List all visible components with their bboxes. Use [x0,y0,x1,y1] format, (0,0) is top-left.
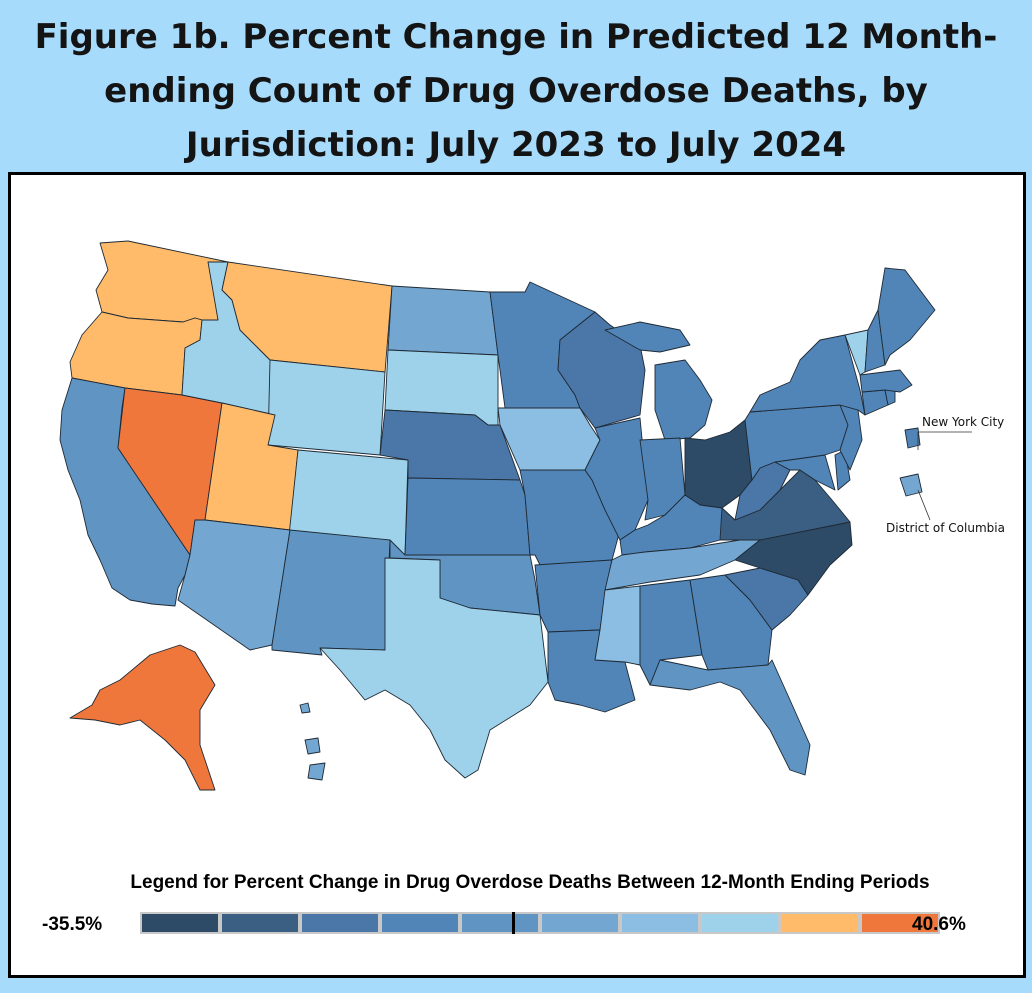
legend-swatch-8 [700,912,780,934]
state-hawaii [299,702,326,781]
state-new-york [749,334,866,416]
legend-swatch-1 [140,912,220,934]
state-new-york-city [904,427,921,449]
legend-zero-marker [512,912,516,934]
state-washington [95,240,229,323]
state-arkansas [534,559,613,633]
state-wisconsin [557,311,646,429]
legend-swatch-9 [780,912,860,934]
title-band: Figure 1b. Percent Change in Predicted 1… [0,0,1032,172]
state-north-dakota [387,285,499,356]
figure-title: Figure 1b. Percent Change in Predicted 1… [34,17,998,165]
state-texas [319,557,549,779]
state-north-carolina [734,521,853,596]
legend-swatch-2 [220,912,300,934]
legend-color-bar [140,912,940,934]
legend-swatch-4 [380,912,460,934]
state-massachusetts [859,369,913,393]
state-alaska [69,644,216,791]
state-montana [221,261,393,373]
legend-swatch-6 [540,912,620,934]
dc-leader-line [917,489,931,521]
state-michigan [604,321,713,441]
nyc-callout-label: New York City [922,415,1005,429]
state-connecticut [861,389,889,416]
legend-swatch-3 [300,912,380,934]
state-kansas [404,477,531,556]
legend-swatch-10 [860,912,940,934]
legend-swatch-5 [460,912,540,934]
legend-title: Legend for Percent Change in Drug Overdo… [130,872,930,893]
state-arizona [177,519,291,651]
state-wyoming [267,359,386,456]
state-new-mexico [271,529,391,656]
legend-max-label: 40.6% [912,914,966,935]
state-maine [877,267,936,366]
legend-min-label: -35.5% [42,914,103,935]
legend-swatch-7 [620,912,700,934]
dc-callout-label: District of Columbia [886,521,1005,535]
state-florida [649,659,811,776]
state-district-of-columbia [899,473,923,497]
